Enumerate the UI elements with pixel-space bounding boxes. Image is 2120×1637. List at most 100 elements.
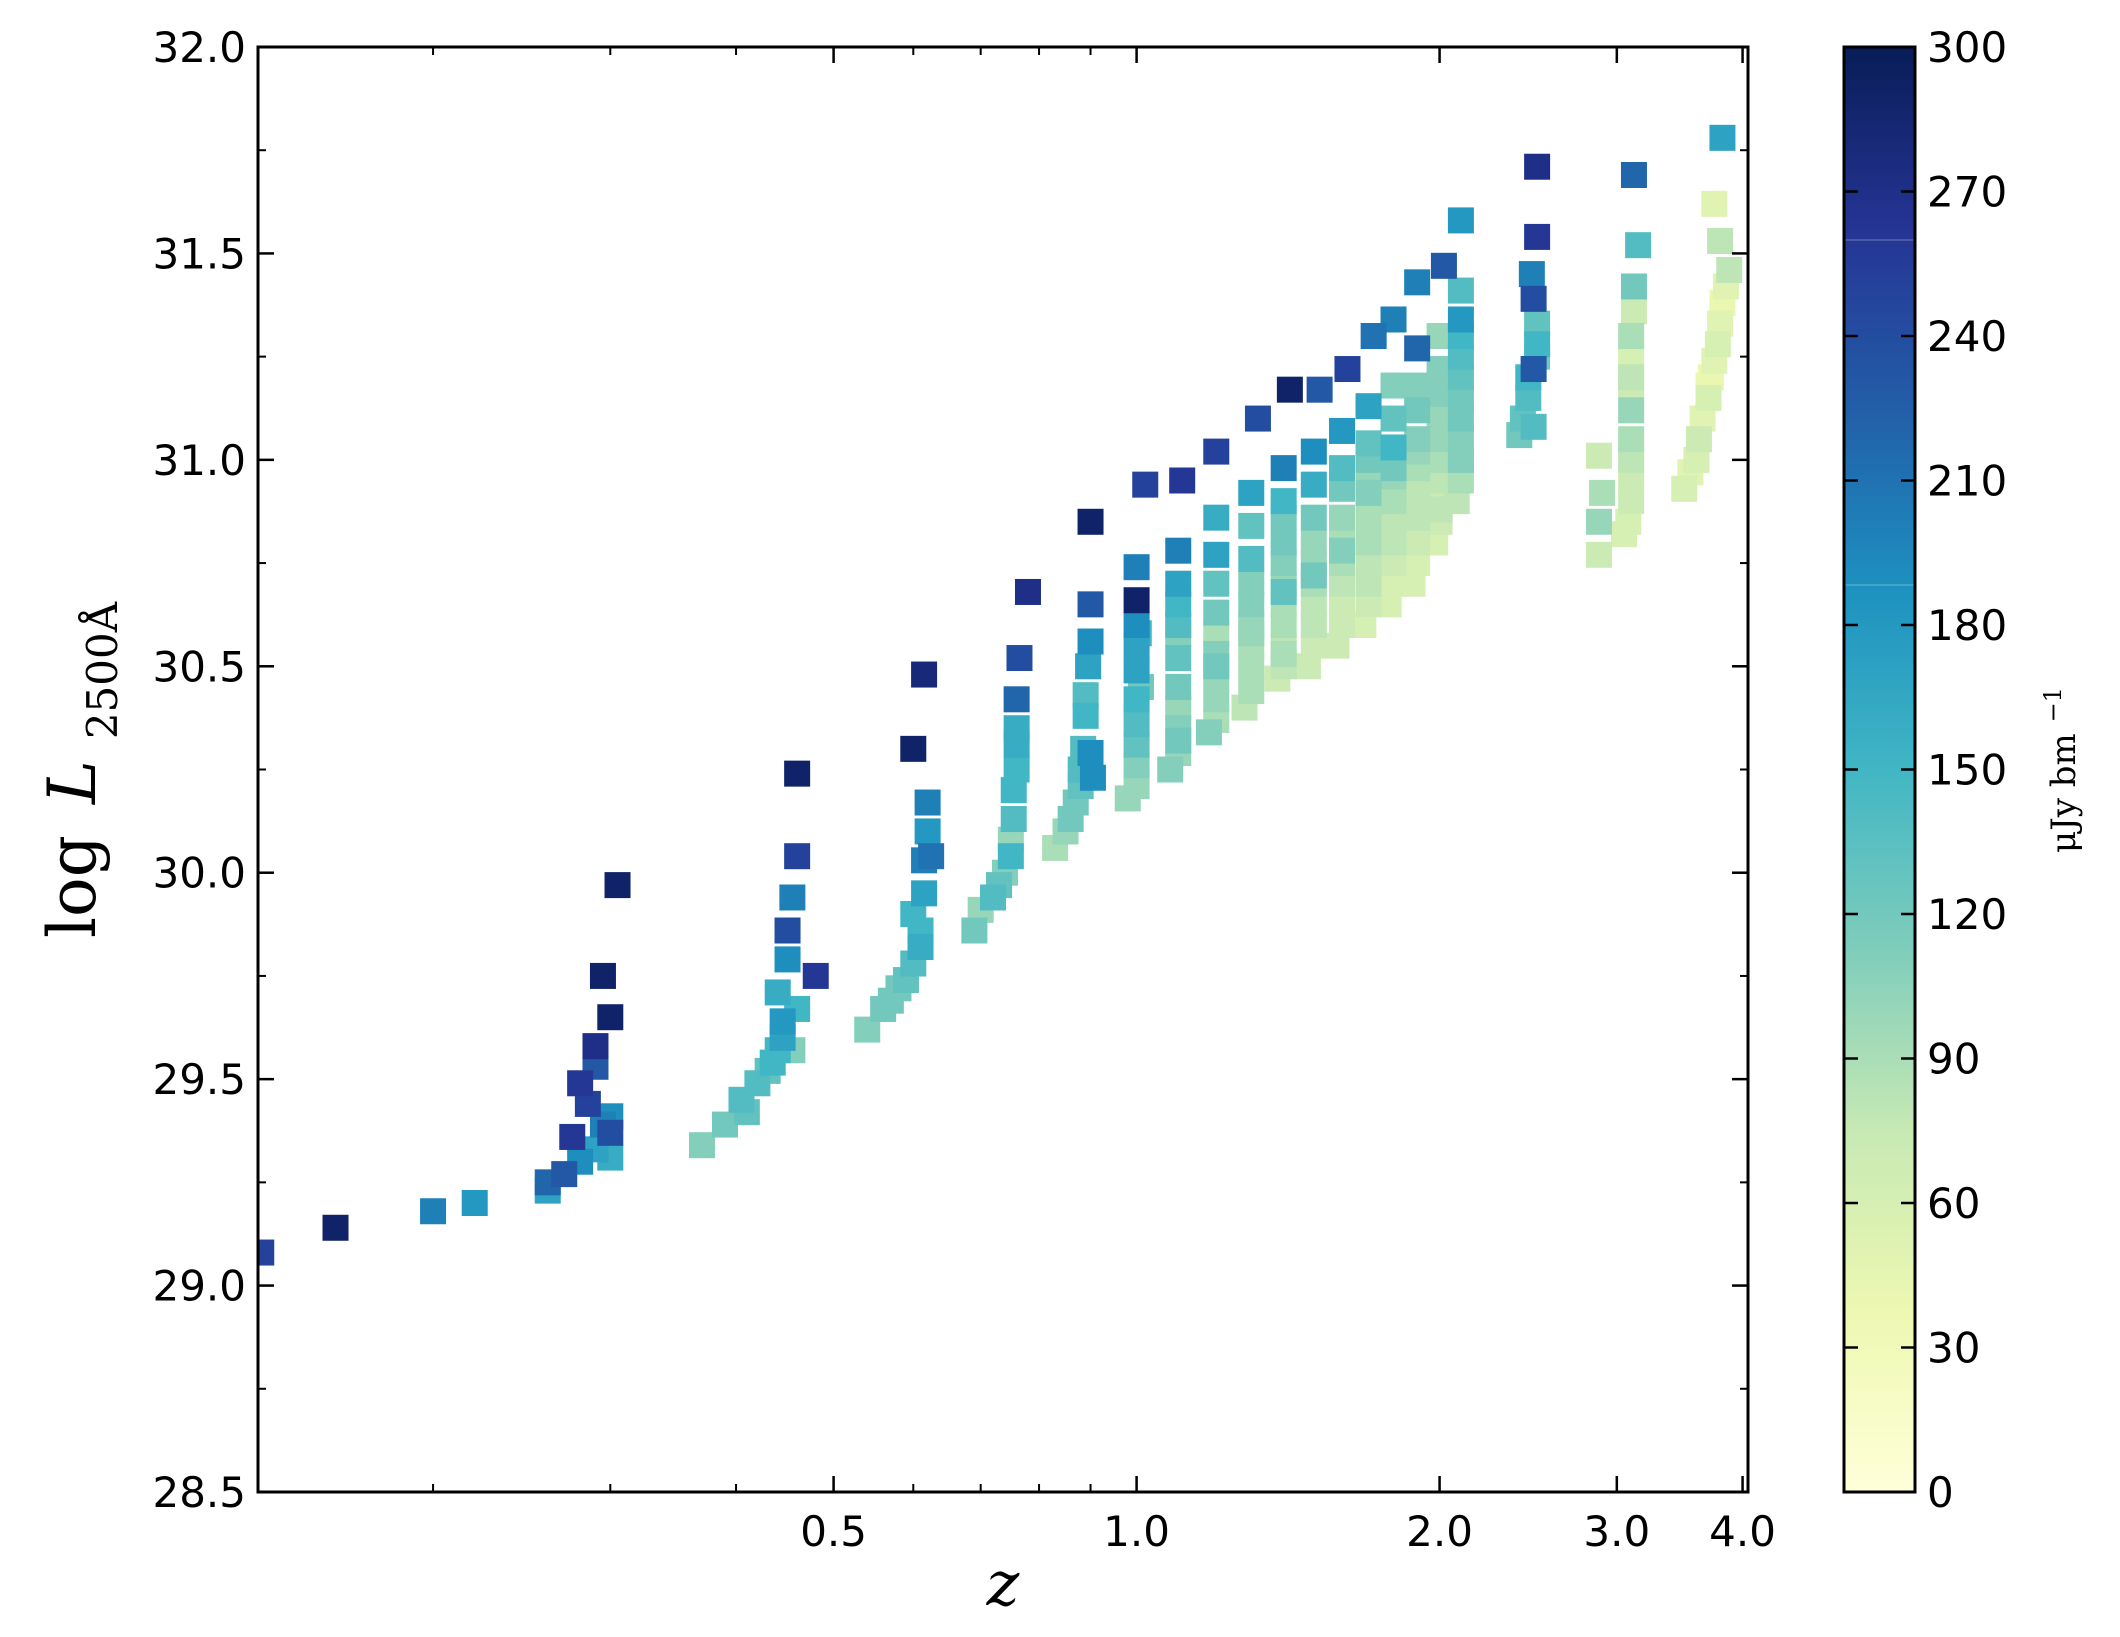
data-point xyxy=(1355,529,1382,556)
colorbar-tick-label: 300 xyxy=(1927,23,2007,72)
svg-text:log L 2500Å: log L 2500Å xyxy=(34,601,127,938)
data-point xyxy=(1618,323,1645,349)
axis-ticks: 28.5 29.0 29.5 30.0 30.5 31.0 31.5 32.0 0.5 1.0 2.… xyxy=(152,23,1775,1556)
data-point xyxy=(1238,479,1265,506)
data-point xyxy=(1123,612,1150,638)
colorbar-label: μJy bm −1 xyxy=(2039,687,2084,853)
data-point xyxy=(597,1004,624,1031)
data-point xyxy=(1447,207,1474,234)
data-point xyxy=(1695,384,1722,411)
data-point xyxy=(1300,504,1327,531)
data-point xyxy=(1716,256,1743,283)
data-point xyxy=(1203,599,1230,626)
data-point xyxy=(582,1033,609,1060)
data-point xyxy=(1404,372,1431,399)
data-point xyxy=(1238,570,1265,597)
data-point xyxy=(1380,372,1407,399)
data-point xyxy=(1585,541,1612,568)
data-point xyxy=(1404,529,1431,556)
data-point xyxy=(567,1070,594,1097)
data-point xyxy=(1169,467,1196,494)
data-point xyxy=(1238,545,1265,572)
data-point xyxy=(784,843,811,870)
data-point xyxy=(1360,323,1387,349)
data-point xyxy=(461,1190,488,1216)
data-point xyxy=(907,934,934,961)
data-point xyxy=(914,789,941,816)
data-point xyxy=(322,1214,349,1241)
data-point xyxy=(1123,686,1150,713)
data-point xyxy=(1334,356,1361,383)
data-point xyxy=(1618,364,1645,391)
data-point xyxy=(979,884,1006,911)
data-point xyxy=(1404,269,1431,296)
data-point xyxy=(1404,479,1431,506)
x-tick-label: 1.0 xyxy=(1103,1507,1170,1556)
data-point xyxy=(1003,686,1030,713)
y-tick-label: 32.0 xyxy=(152,23,246,72)
data-point xyxy=(1585,442,1612,469)
data-point xyxy=(1270,640,1297,667)
data-point xyxy=(1165,645,1192,672)
data-point xyxy=(1618,397,1645,424)
data-point xyxy=(559,1123,586,1150)
data-point xyxy=(769,1008,796,1035)
data-point xyxy=(1355,479,1382,506)
data-point xyxy=(1300,438,1327,465)
data-point xyxy=(961,917,988,944)
y-tick-label: 28.5 xyxy=(152,1468,246,1517)
data-point xyxy=(1077,628,1104,655)
data-point xyxy=(1079,764,1106,791)
data-point xyxy=(1355,504,1382,531)
data-point xyxy=(1520,356,1547,383)
data-point xyxy=(1270,488,1297,515)
data-point xyxy=(1123,657,1150,684)
colorbar-tick-label: 120 xyxy=(1927,890,2007,939)
x-tick-label: 3.0 xyxy=(1583,1507,1650,1556)
data-point xyxy=(1203,570,1230,597)
data-point xyxy=(1003,756,1030,783)
colorbar-tick-label: 0 xyxy=(1927,1468,1954,1517)
plot-frame xyxy=(256,45,1750,1494)
colorbar-tick-label: 30 xyxy=(1927,1324,1980,1373)
data-point xyxy=(1203,438,1230,465)
colorbar-tick-label: 90 xyxy=(1927,1035,1980,1084)
data-point xyxy=(1380,405,1407,432)
colorbar-label-main: μJy bm xyxy=(2044,733,2084,853)
data-point xyxy=(1329,417,1356,444)
data-point xyxy=(258,1239,275,1266)
data-point xyxy=(1404,426,1431,453)
x-tick-label: 0.5 xyxy=(800,1507,867,1556)
y-axis-label: log L 2500Å xyxy=(34,601,127,938)
data-point xyxy=(1300,471,1327,498)
data-point xyxy=(688,1132,715,1159)
data-point xyxy=(1620,273,1647,300)
data-point xyxy=(1014,578,1041,605)
data-point xyxy=(1123,711,1150,738)
data-point xyxy=(1588,479,1615,506)
data-point xyxy=(1238,620,1265,647)
data-point xyxy=(1618,426,1645,453)
y-tick-label: 31.0 xyxy=(152,436,246,485)
data-point xyxy=(1238,678,1265,705)
data-point xyxy=(1244,405,1271,432)
data-point xyxy=(1203,653,1230,680)
data-point xyxy=(1165,727,1192,754)
colorbar-frame xyxy=(1842,45,1917,1494)
data-point xyxy=(1270,455,1297,482)
data-point xyxy=(1165,673,1192,700)
data-point xyxy=(774,917,801,944)
data-point xyxy=(1520,413,1547,440)
colorbar-tick-label: 60 xyxy=(1927,1179,1980,1228)
y-tick-label: 29.5 xyxy=(152,1055,246,1104)
data-point xyxy=(1404,504,1431,531)
data-point xyxy=(1123,554,1150,581)
data-point xyxy=(1000,806,1027,833)
data-point xyxy=(1329,455,1356,482)
data-point xyxy=(911,661,938,688)
data-point xyxy=(1329,504,1356,531)
data-point xyxy=(1203,541,1230,568)
y-tick-label: 31.5 xyxy=(152,229,246,278)
data-point xyxy=(1625,232,1652,259)
